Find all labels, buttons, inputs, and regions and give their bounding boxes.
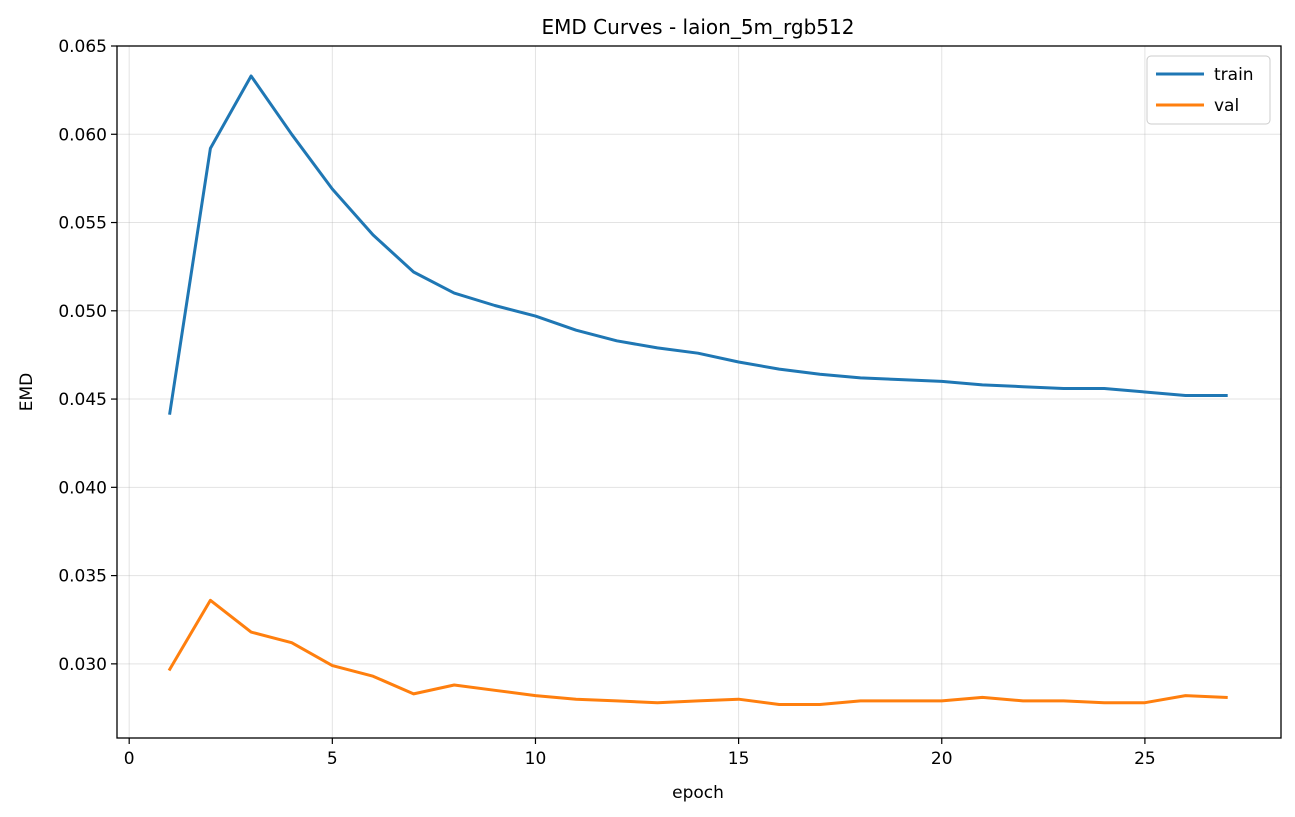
y-tick-label: 0.040	[58, 478, 107, 498]
y-axis-title: EMD	[17, 373, 37, 412]
legend-label-train: train	[1214, 65, 1254, 85]
plot-frame	[116, 45, 1282, 739]
y-tick-label: 0.030	[58, 655, 107, 675]
x-tick-label: 20	[931, 749, 953, 769]
legend: train val	[1146, 55, 1271, 125]
y-axis: 0.030 0.035 0.040 0.045 0.050 0.055 0.060 0.065	[58, 37, 117, 675]
x-axis-title: epoch	[672, 783, 724, 803]
legend-label-val: val	[1214, 96, 1239, 116]
chart-title: EMD Curves - laion_5m_rgb512	[542, 15, 855, 39]
series-line-train	[168, 74, 1228, 415]
y-tick-label: 0.060	[58, 125, 107, 145]
y-tick-label: 0.050	[58, 302, 107, 322]
series-layer	[167, 74, 1228, 706]
x-tick-label: 15	[728, 749, 750, 769]
y-tick-label: 0.045	[58, 390, 107, 410]
x-tick-label: 10	[525, 749, 547, 769]
y-tick-label: 0.055	[58, 214, 107, 234]
series-line-val	[167, 598, 1228, 706]
x-axis: 0 5 10 15 20 25	[124, 738, 1156, 769]
x-tick-label: 25	[1134, 749, 1156, 769]
y-tick-label: 0.065	[58, 37, 107, 57]
x-tick-label: 0	[124, 749, 135, 769]
y-tick-label: 0.035	[58, 567, 107, 587]
x-tick-label: 5	[327, 749, 338, 769]
